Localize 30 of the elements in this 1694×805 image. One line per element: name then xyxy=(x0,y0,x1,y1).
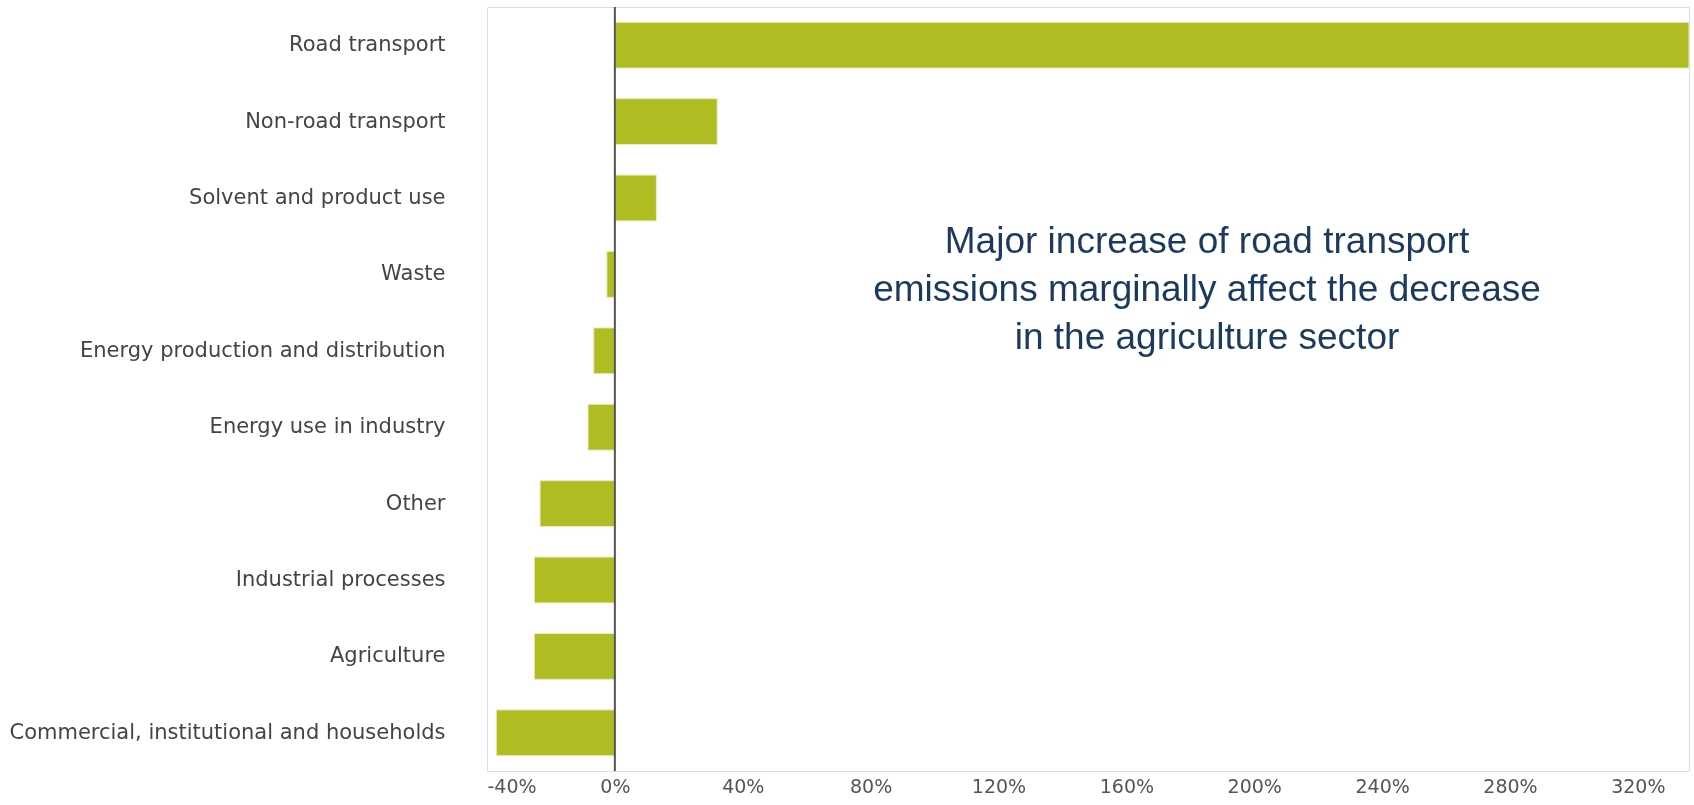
x-tick-label: 160% xyxy=(1099,774,1155,797)
bar xyxy=(533,556,616,604)
annotation: Major increase of road transport emissions marginally affect the decrease in the agriculture sector xyxy=(873,220,1541,357)
x-tick-label: -40% xyxy=(487,774,537,797)
bar xyxy=(614,98,718,146)
bar xyxy=(495,709,616,757)
y-tick-label: Commercial, institutional and households xyxy=(9,719,446,744)
y-tick-label: Energy production and distribution xyxy=(80,337,446,362)
bar xyxy=(593,327,616,375)
y-tick-label: Waste xyxy=(381,261,446,286)
y-tick-label: Road transport xyxy=(289,32,446,57)
bar xyxy=(614,174,657,222)
y-tick-label: Industrial processes xyxy=(235,567,446,591)
x-tick-label: 200% xyxy=(1227,774,1282,797)
y-tick-label: Agriculture xyxy=(330,643,446,668)
x-tick-label: 240% xyxy=(1355,774,1410,797)
bar xyxy=(539,480,616,528)
y-tick-label: Other xyxy=(385,490,446,515)
x-tick-label: 280% xyxy=(1483,774,1538,797)
bar xyxy=(533,632,616,680)
x-tick-label: 40% xyxy=(722,774,765,797)
x-tick-label: 120% xyxy=(971,774,1027,797)
x-tick-label: 0% xyxy=(600,774,631,797)
y-tick-label: Energy use in industry xyxy=(209,414,446,439)
bar xyxy=(614,21,1690,69)
x-tick-label: 80% xyxy=(850,774,893,797)
x-tick-label: 320% xyxy=(1611,774,1666,797)
y-tick-label: Solvent and product use xyxy=(189,185,446,209)
bar xyxy=(587,403,616,451)
y-tick-label: Non-road transport xyxy=(245,108,446,133)
